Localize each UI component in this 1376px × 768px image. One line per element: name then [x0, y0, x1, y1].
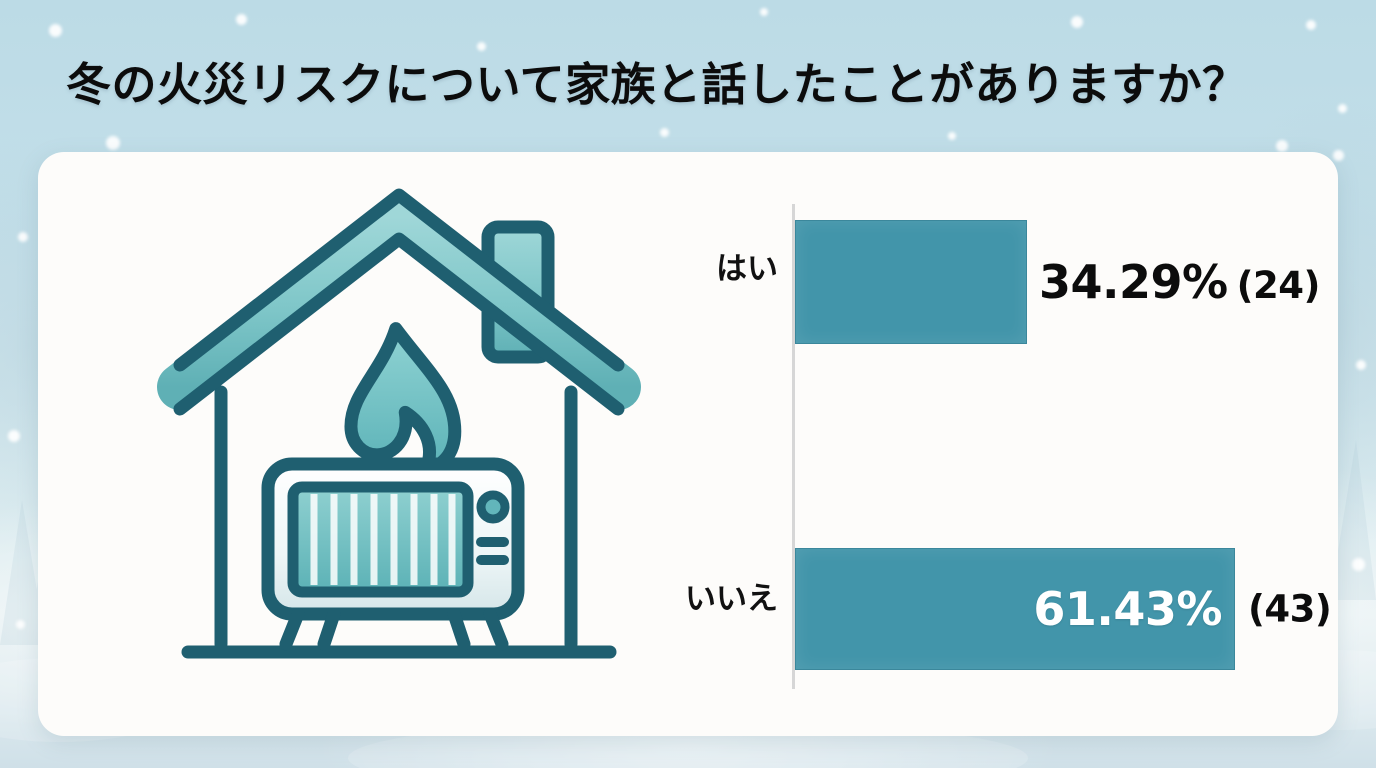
bar-percent-hai: 34.29% [1039, 255, 1228, 309]
snowflake [660, 128, 669, 137]
snowflake [1356, 360, 1366, 370]
bar-label-iie: いいえ [685, 581, 778, 617]
bar-iie[interactable]: 61.43% [795, 548, 1235, 670]
bar-value-hai: 34.29% (24) [1039, 255, 1320, 309]
roof-icon [157, 194, 641, 410]
snowflake [106, 136, 120, 150]
snowflake [760, 8, 768, 16]
chart-row-hai: はい 34.29% (24) [598, 204, 1320, 344]
snowflake [1306, 20, 1316, 30]
snowflake [16, 620, 25, 629]
snowflake [1276, 140, 1288, 152]
bar-count-wrap-iie: (43) [1248, 587, 1332, 631]
flame-icon [344, 322, 462, 475]
bar-label-hai: はい [716, 251, 778, 287]
heater-grill-icon [287, 481, 474, 598]
snowflake [1352, 558, 1365, 571]
heater-knob-icon [476, 490, 510, 524]
heater-grill-slats-icon [310, 494, 456, 585]
snowflake [477, 42, 486, 51]
chart-axis-line [792, 204, 795, 689]
snowflake [948, 132, 956, 140]
snowflake [1071, 16, 1083, 28]
snowflake [1338, 104, 1347, 113]
snowflake [1333, 150, 1344, 161]
snowflake [18, 232, 28, 242]
bar-count-hai: (24) [1236, 264, 1321, 307]
chart-row-none: あてはまる ものはない 4.29% (3) [598, 522, 1318, 658]
house-walls-icon [214, 385, 578, 651]
snowflake [236, 14, 247, 25]
bar-percent-iie: 61.43% [1033, 582, 1222, 636]
heater-legs-icon [279, 607, 509, 651]
chart-row-iie: いいえ 61.43% (43) [598, 368, 1332, 670]
horizontal-bar-chart: はい 34.29% (24) いいえ 61.43% (43) あてはまる ものは… [598, 184, 1332, 704]
bar-count-iie: (43) [1248, 587, 1332, 631]
house-fire-heater-illustration [157, 188, 641, 659]
content-card: はい 34.29% (24) いいえ 61.43% (43) あてはまる ものは… [38, 152, 1338, 736]
bar-hai[interactable] [795, 220, 1027, 344]
page-title: 冬の火災リスクについて家族と話したことがありますか？ [66, 58, 1248, 111]
snowflake [8, 430, 20, 442]
snowflake [49, 24, 62, 37]
